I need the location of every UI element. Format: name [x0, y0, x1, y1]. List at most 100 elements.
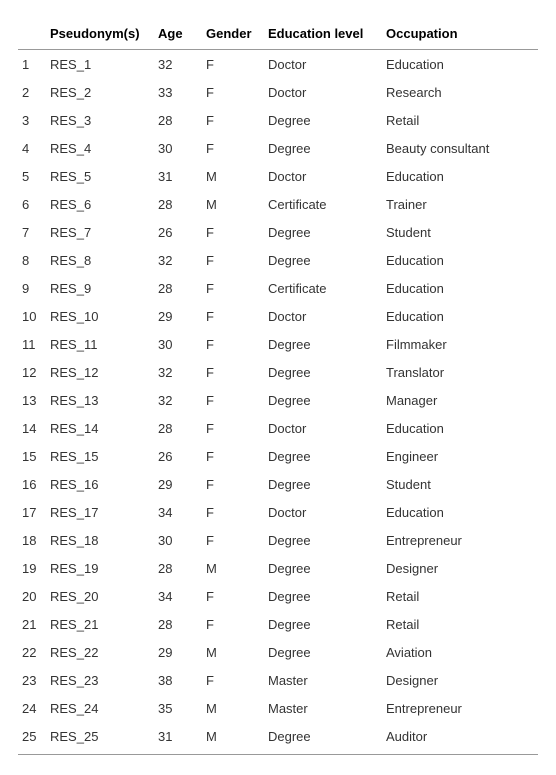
cell-education: Degree — [264, 106, 382, 134]
cell-occupation: Education — [382, 246, 538, 274]
cell-age: 32 — [154, 358, 202, 386]
cell-occupation: Designer — [382, 554, 538, 582]
cell-education: Degree — [264, 722, 382, 754]
cell-index: 12 — [18, 358, 46, 386]
cell-education: Doctor — [264, 498, 382, 526]
cell-occupation: Beauty consultant — [382, 134, 538, 162]
table-row: 22RES_2229MDegreeAviation — [18, 638, 538, 666]
cell-occupation: Education — [382, 50, 538, 79]
table-row: 9RES_928FCertificateEducation — [18, 274, 538, 302]
cell-age: 35 — [154, 694, 202, 722]
table-row: 20RES_2034FDegreeRetail — [18, 582, 538, 610]
table-row: 10RES_1029FDoctorEducation — [18, 302, 538, 330]
table-row: 2RES_233FDoctorResearch — [18, 78, 538, 106]
cell-index: 4 — [18, 134, 46, 162]
cell-age: 32 — [154, 246, 202, 274]
table-row: 7RES_726FDegreeStudent — [18, 218, 538, 246]
cell-age: 29 — [154, 302, 202, 330]
cell-pseudonym: RES_4 — [46, 134, 154, 162]
cell-occupation: Translator — [382, 358, 538, 386]
cell-pseudonym: RES_10 — [46, 302, 154, 330]
cell-gender: F — [202, 498, 264, 526]
cell-pseudonym: RES_21 — [46, 610, 154, 638]
cell-gender: M — [202, 722, 264, 754]
cell-age: 29 — [154, 470, 202, 498]
cell-education: Certificate — [264, 190, 382, 218]
table-row: 16RES_1629FDegreeStudent — [18, 470, 538, 498]
cell-pseudonym: RES_2 — [46, 78, 154, 106]
cell-pseudonym: RES_6 — [46, 190, 154, 218]
cell-education: Degree — [264, 134, 382, 162]
cell-education: Certificate — [264, 274, 382, 302]
cell-age: 38 — [154, 666, 202, 694]
table-row: 14RES_1428FDoctorEducation — [18, 414, 538, 442]
table-row: 11RES_1130FDegreeFilmmaker — [18, 330, 538, 358]
cell-occupation: Trainer — [382, 190, 538, 218]
cell-age: 28 — [154, 610, 202, 638]
cell-education: Master — [264, 694, 382, 722]
cell-occupation: Retail — [382, 582, 538, 610]
cell-gender: F — [202, 106, 264, 134]
cell-age: 28 — [154, 554, 202, 582]
table-row: 21RES_2128FDegreeRetail — [18, 610, 538, 638]
cell-education: Doctor — [264, 50, 382, 79]
col-header-pseudonym: Pseudonym(s) — [46, 20, 154, 50]
cell-pseudonym: RES_5 — [46, 162, 154, 190]
cell-gender: M — [202, 694, 264, 722]
table-header-row: Pseudonym(s) Age Gender Education level … — [18, 20, 538, 50]
table-row: 5RES_531MDoctorEducation — [18, 162, 538, 190]
cell-pseudonym: RES_9 — [46, 274, 154, 302]
cell-index: 18 — [18, 526, 46, 554]
cell-pseudonym: RES_17 — [46, 498, 154, 526]
cell-occupation: Education — [382, 498, 538, 526]
cell-index: 23 — [18, 666, 46, 694]
cell-education: Degree — [264, 246, 382, 274]
cell-index: 21 — [18, 610, 46, 638]
cell-age: 30 — [154, 330, 202, 358]
cell-age: 31 — [154, 162, 202, 190]
cell-gender: F — [202, 414, 264, 442]
col-header-age: Age — [154, 20, 202, 50]
cell-age: 34 — [154, 582, 202, 610]
cell-pseudonym: RES_18 — [46, 526, 154, 554]
cell-age: 31 — [154, 722, 202, 754]
cell-index: 13 — [18, 386, 46, 414]
cell-gender: F — [202, 666, 264, 694]
cell-education: Degree — [264, 358, 382, 386]
cell-age: 33 — [154, 78, 202, 106]
cell-education: Degree — [264, 218, 382, 246]
cell-index: 3 — [18, 106, 46, 134]
table-body: 1RES_132FDoctorEducation2RES_233FDoctorR… — [18, 50, 538, 755]
cell-gender: F — [202, 302, 264, 330]
cell-pseudonym: RES_3 — [46, 106, 154, 134]
cell-education: Degree — [264, 386, 382, 414]
cell-index: 14 — [18, 414, 46, 442]
cell-age: 30 — [154, 134, 202, 162]
cell-education: Master — [264, 666, 382, 694]
cell-pseudonym: RES_16 — [46, 470, 154, 498]
cell-pseudonym: RES_23 — [46, 666, 154, 694]
cell-occupation: Education — [382, 414, 538, 442]
cell-age: 28 — [154, 106, 202, 134]
cell-index: 6 — [18, 190, 46, 218]
cell-occupation: Student — [382, 470, 538, 498]
cell-gender: M — [202, 162, 264, 190]
cell-education: Degree — [264, 470, 382, 498]
cell-index: 11 — [18, 330, 46, 358]
cell-occupation: Student — [382, 218, 538, 246]
cell-education: Degree — [264, 638, 382, 666]
cell-gender: F — [202, 582, 264, 610]
cell-age: 29 — [154, 638, 202, 666]
cell-education: Doctor — [264, 162, 382, 190]
cell-occupation: Retail — [382, 106, 538, 134]
cell-age: 26 — [154, 442, 202, 470]
cell-index: 2 — [18, 78, 46, 106]
cell-pseudonym: RES_12 — [46, 358, 154, 386]
cell-pseudonym: RES_24 — [46, 694, 154, 722]
cell-pseudonym: RES_8 — [46, 246, 154, 274]
cell-gender: F — [202, 78, 264, 106]
cell-education: Doctor — [264, 78, 382, 106]
cell-occupation: Manager — [382, 386, 538, 414]
cell-pseudonym: RES_7 — [46, 218, 154, 246]
cell-occupation: Education — [382, 162, 538, 190]
